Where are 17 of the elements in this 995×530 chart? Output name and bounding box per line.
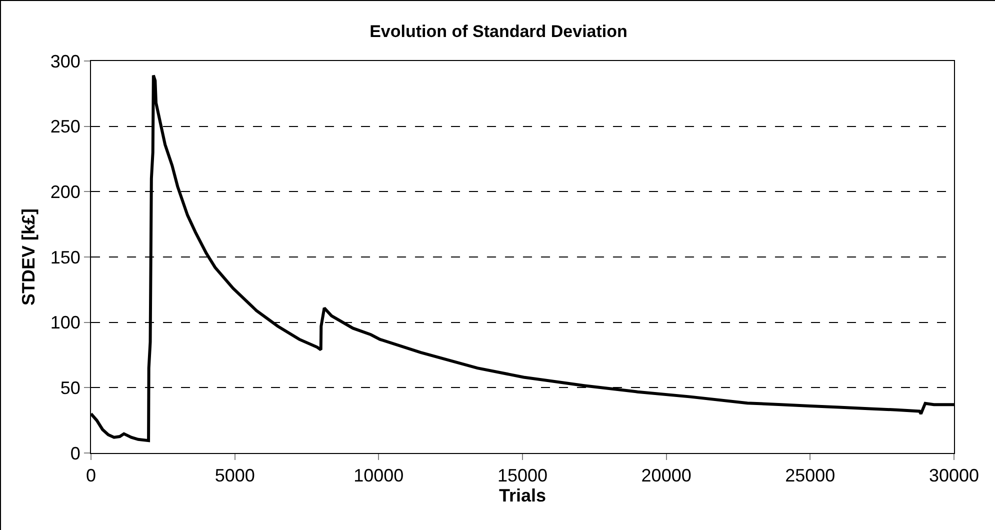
y-tick-label: 50	[60, 378, 80, 398]
x-tick-label: 15000	[497, 466, 548, 486]
y-tick-label: 150	[50, 247, 80, 268]
y-tick-label: 300	[50, 51, 80, 72]
x-tick-label: 0	[86, 466, 96, 486]
y-tick-label: 200	[50, 182, 80, 202]
x-axis-title: Trials	[498, 486, 546, 506]
y-tick-label: 100	[50, 312, 80, 333]
x-tick-label: 20000	[641, 466, 692, 486]
y-tick-label: 0	[70, 443, 80, 464]
x-tick-label: 25000	[785, 466, 836, 486]
x-tick-label: 5000	[214, 466, 255, 486]
x-tick-label: 30000	[928, 466, 980, 486]
chart-title: Evolution of Standard Deviation	[370, 22, 628, 41]
x-tick-label: 10000	[354, 466, 404, 486]
y-tick-label: 250	[50, 116, 80, 137]
y-axis-title: STDEV [k£]	[18, 208, 39, 306]
